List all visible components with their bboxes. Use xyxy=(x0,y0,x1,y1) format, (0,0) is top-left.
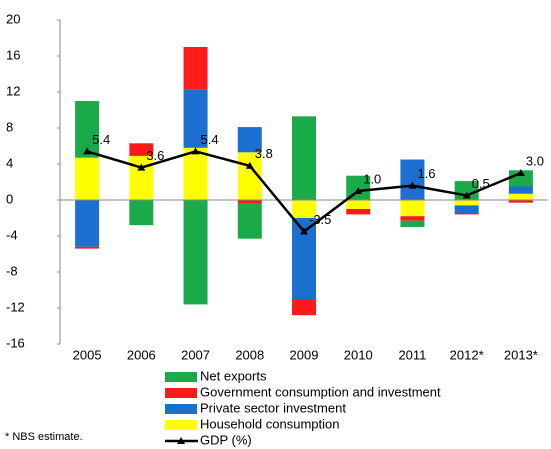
bar-segment xyxy=(237,200,262,204)
gdp-marker xyxy=(245,161,254,169)
data-label: 1.6 xyxy=(417,166,435,181)
x-tick-label: 2012* xyxy=(450,347,484,362)
x-tick-label: 2009 xyxy=(290,347,319,362)
bar-segment xyxy=(292,116,316,200)
y-tick-label: 20 xyxy=(6,11,20,26)
y-tick-label: -4 xyxy=(6,227,18,242)
bar-segment xyxy=(183,89,208,148)
x-tick-label: 2007 xyxy=(181,347,210,362)
y-tick-label: 4 xyxy=(6,155,13,170)
bar-segment xyxy=(237,127,262,153)
legend-label: Household consumption xyxy=(200,416,339,431)
data-label: 3.8 xyxy=(255,146,273,161)
bar-segment xyxy=(183,47,208,90)
legend-label: Private sector investment xyxy=(200,400,346,415)
legend-label: GDP (%) xyxy=(200,432,252,447)
bar-segment xyxy=(400,216,425,221)
legend-marker xyxy=(177,437,185,444)
footnote: * NBS estimate. xyxy=(5,431,83,443)
data-label: 1.0 xyxy=(363,171,381,186)
gdp-marker xyxy=(137,163,146,171)
gdp-marker xyxy=(354,187,363,194)
data-label: 5.4 xyxy=(201,132,219,147)
gdp-marker xyxy=(516,169,525,176)
bar-segment xyxy=(400,220,425,227)
y-tick-label: -16 xyxy=(6,335,25,350)
gdp-marker xyxy=(300,227,308,235)
gdp-marker xyxy=(83,147,92,155)
data-label: -3.5 xyxy=(309,212,331,227)
y-tick-label: 8 xyxy=(6,119,13,134)
gdp-marker xyxy=(462,191,471,199)
bar-segment xyxy=(183,147,208,200)
bar-segment xyxy=(454,200,479,206)
x-tick-label: 2006 xyxy=(127,347,156,362)
bar-segment xyxy=(508,193,533,200)
bar-segment xyxy=(75,246,100,249)
bar-segment xyxy=(346,200,371,209)
legend-label: Government consumption and investment xyxy=(200,384,441,399)
x-tick-label: 2011 xyxy=(398,347,426,362)
legend-swatch xyxy=(165,404,197,414)
gdp-marker xyxy=(191,147,200,155)
gdp-marker xyxy=(408,181,417,189)
bar-segment xyxy=(454,205,479,214)
x-tick-label: 2005 xyxy=(73,347,102,362)
data-label: 3.0 xyxy=(526,153,544,168)
bar-segment xyxy=(237,203,262,239)
bar-segment xyxy=(75,200,100,247)
bar-segment xyxy=(129,155,154,200)
y-tick-label: -8 xyxy=(6,263,18,278)
bar-segment xyxy=(400,200,425,217)
bar-segment xyxy=(129,200,154,226)
x-tick-label: 2010 xyxy=(344,347,373,362)
x-tick-label: 2008 xyxy=(235,347,264,362)
data-label: 3.6 xyxy=(146,148,164,163)
legend-swatch xyxy=(165,372,197,382)
bar-segment xyxy=(129,143,154,156)
y-tick-label: 16 xyxy=(6,47,20,62)
y-tick-label: 12 xyxy=(6,83,20,98)
bar-segment xyxy=(454,213,479,215)
bar-segment xyxy=(75,157,100,200)
data-label: 5.4 xyxy=(92,132,110,147)
bar-segment xyxy=(292,200,316,218)
legend-label: Net exports xyxy=(200,368,267,383)
legend-swatch xyxy=(165,420,197,430)
x-tick-label: 2013* xyxy=(504,347,538,362)
legend-swatch xyxy=(165,388,197,398)
bar-segment xyxy=(292,299,316,316)
bar-segment xyxy=(183,200,208,305)
y-tick-label: -12 xyxy=(6,299,25,314)
bar-segment xyxy=(508,200,533,203)
bar-segment xyxy=(508,186,533,194)
bar-segment xyxy=(346,209,371,215)
data-label: 0.5 xyxy=(472,176,490,191)
y-tick-label: 0 xyxy=(6,191,13,206)
bar-segment xyxy=(400,159,425,200)
